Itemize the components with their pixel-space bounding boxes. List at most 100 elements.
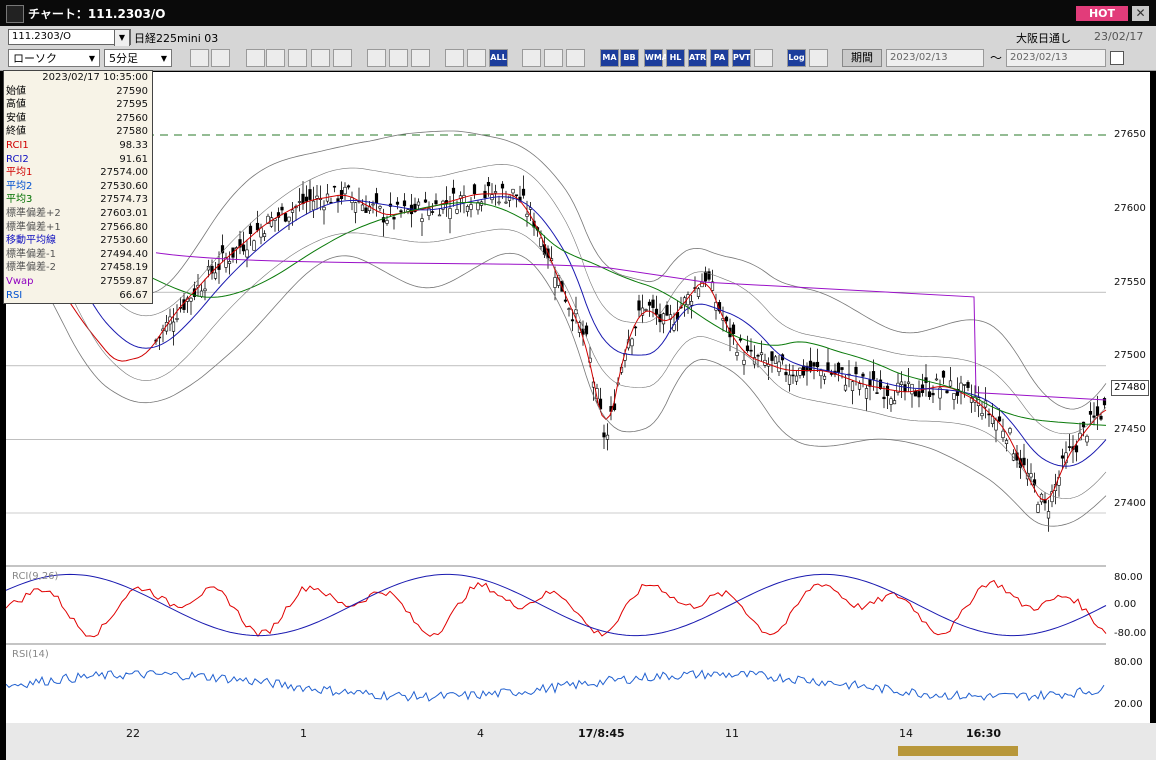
candle-body (283, 213, 288, 222)
info-row: 標準偏差+2 27603.01 (4, 207, 150, 221)
atr-button[interactable]: ATR (688, 49, 707, 67)
date-from-input[interactable]: 2023/02/13 (886, 49, 984, 67)
candle-body (868, 379, 872, 387)
chevron-down-icon: ▼ (88, 54, 95, 63)
candle2-icon[interactable] (467, 49, 486, 67)
candle-body (1001, 430, 1005, 439)
info-row: 始値 27590 (4, 85, 150, 99)
zoom-icon[interactable] (190, 49, 209, 67)
pa-button[interactable]: PA (710, 49, 729, 67)
info-row: 標準偏差+1 27566.80 (4, 221, 150, 235)
info-row-label: 移動平均線 (6, 235, 56, 247)
candle-body (290, 209, 295, 213)
current-price-label: 27480 (1111, 380, 1149, 396)
gear-icon[interactable] (522, 49, 541, 67)
close-icon[interactable]: ✕ (1132, 6, 1149, 21)
candle-body (343, 186, 347, 195)
grid-icon[interactable] (333, 49, 352, 67)
hot-button[interactable]: HOT (1076, 6, 1128, 21)
candle-body (525, 213, 529, 217)
info-row-label: 高値 (6, 99, 26, 111)
candle-body (420, 218, 424, 222)
candle-body (434, 200, 438, 205)
candle-body (364, 207, 368, 213)
drawing-icon[interactable] (246, 49, 265, 67)
crosshair-icon[interactable] (311, 49, 330, 67)
chevron-down-icon: ▼ (160, 54, 167, 63)
candle-body (346, 185, 351, 188)
undo-icon[interactable] (411, 49, 430, 67)
candle-body (210, 265, 214, 274)
checkbox[interactable] (1110, 51, 1124, 65)
price-tick: 27500 (1114, 350, 1146, 361)
chart-icon[interactable] (288, 49, 307, 67)
candle-body (952, 393, 956, 400)
candle-body (784, 372, 788, 376)
info-row-label: RSI (6, 289, 23, 301)
chart-area[interactable] (5, 72, 1112, 723)
date-to-input[interactable]: 2023/02/13 (1006, 49, 1106, 67)
chart-type-select[interactable]: ローソク ▼ (8, 49, 100, 67)
info-row-value: 27458.19 (100, 262, 148, 274)
candle-body (927, 391, 932, 398)
wma-button[interactable]: BB (620, 49, 639, 67)
time-tick: 4 (477, 727, 484, 740)
pencil-icon[interactable] (367, 49, 386, 67)
candle-body (385, 220, 389, 224)
candle-body (1085, 435, 1089, 443)
log-button[interactable] (754, 49, 773, 67)
candle-body (213, 272, 218, 279)
candle-body (269, 217, 274, 227)
hl-button[interactable]: HL (666, 49, 685, 67)
wrench-icon[interactable] (544, 49, 563, 67)
info-row-value: 27559.87 (100, 276, 148, 287)
candle-body (262, 233, 267, 237)
candle-body (360, 204, 365, 211)
info-row-label: RCI1 (6, 140, 29, 151)
rci2-line (5, 573, 1107, 637)
instrument-code-input[interactable]: 111.2303/O (8, 29, 131, 45)
candle-body (304, 196, 309, 202)
candle-body (1088, 411, 1093, 415)
info-row-value: 27590 (116, 85, 148, 97)
period-button[interactable]: 期間 (842, 49, 882, 67)
bar-icon[interactable] (211, 49, 230, 67)
candle-body (770, 351, 774, 361)
candle-body (630, 338, 634, 347)
candle-body (1067, 446, 1072, 448)
candle-body (402, 200, 407, 207)
chevron-down-icon[interactable]: ▼ (114, 29, 130, 47)
candle-body (455, 209, 459, 214)
candle-body (794, 375, 799, 382)
candle-body (605, 434, 610, 440)
ma-button[interactable]: MA (600, 49, 619, 67)
bb-button[interactable]: WMA (644, 49, 668, 67)
candle-body (654, 308, 659, 315)
candle-body (822, 375, 827, 380)
interval-select[interactable]: 5分足 ▼ (104, 49, 172, 67)
candle-body (1074, 445, 1079, 453)
candle-body (252, 240, 256, 251)
candle-body (819, 369, 823, 377)
color-icon[interactable] (566, 49, 585, 67)
candle-body (598, 398, 603, 410)
candle-icon[interactable] (445, 49, 464, 67)
candle-body (864, 388, 869, 399)
info-row-label: 標準偏差+1 (6, 221, 61, 233)
pointer-icon[interactable] (389, 49, 408, 67)
info-row: RSI 66.67 (4, 289, 150, 303)
all-button[interactable]: ALL (489, 49, 508, 67)
scrollbar-thumb[interactable] (898, 746, 1018, 756)
rci1-line (5, 579, 1107, 638)
pvt-button[interactable]: PVT (732, 49, 751, 67)
candle-body (563, 299, 568, 302)
window-icon[interactable] (809, 49, 828, 67)
search-icon[interactable] (266, 49, 285, 67)
candle-body (462, 195, 466, 204)
candle-body (854, 366, 858, 375)
candle-body (826, 362, 830, 372)
candle-body (423, 199, 428, 203)
chart-app-icon (6, 5, 24, 23)
candle-body (1029, 473, 1033, 478)
export-icon[interactable]: Log (787, 49, 806, 67)
